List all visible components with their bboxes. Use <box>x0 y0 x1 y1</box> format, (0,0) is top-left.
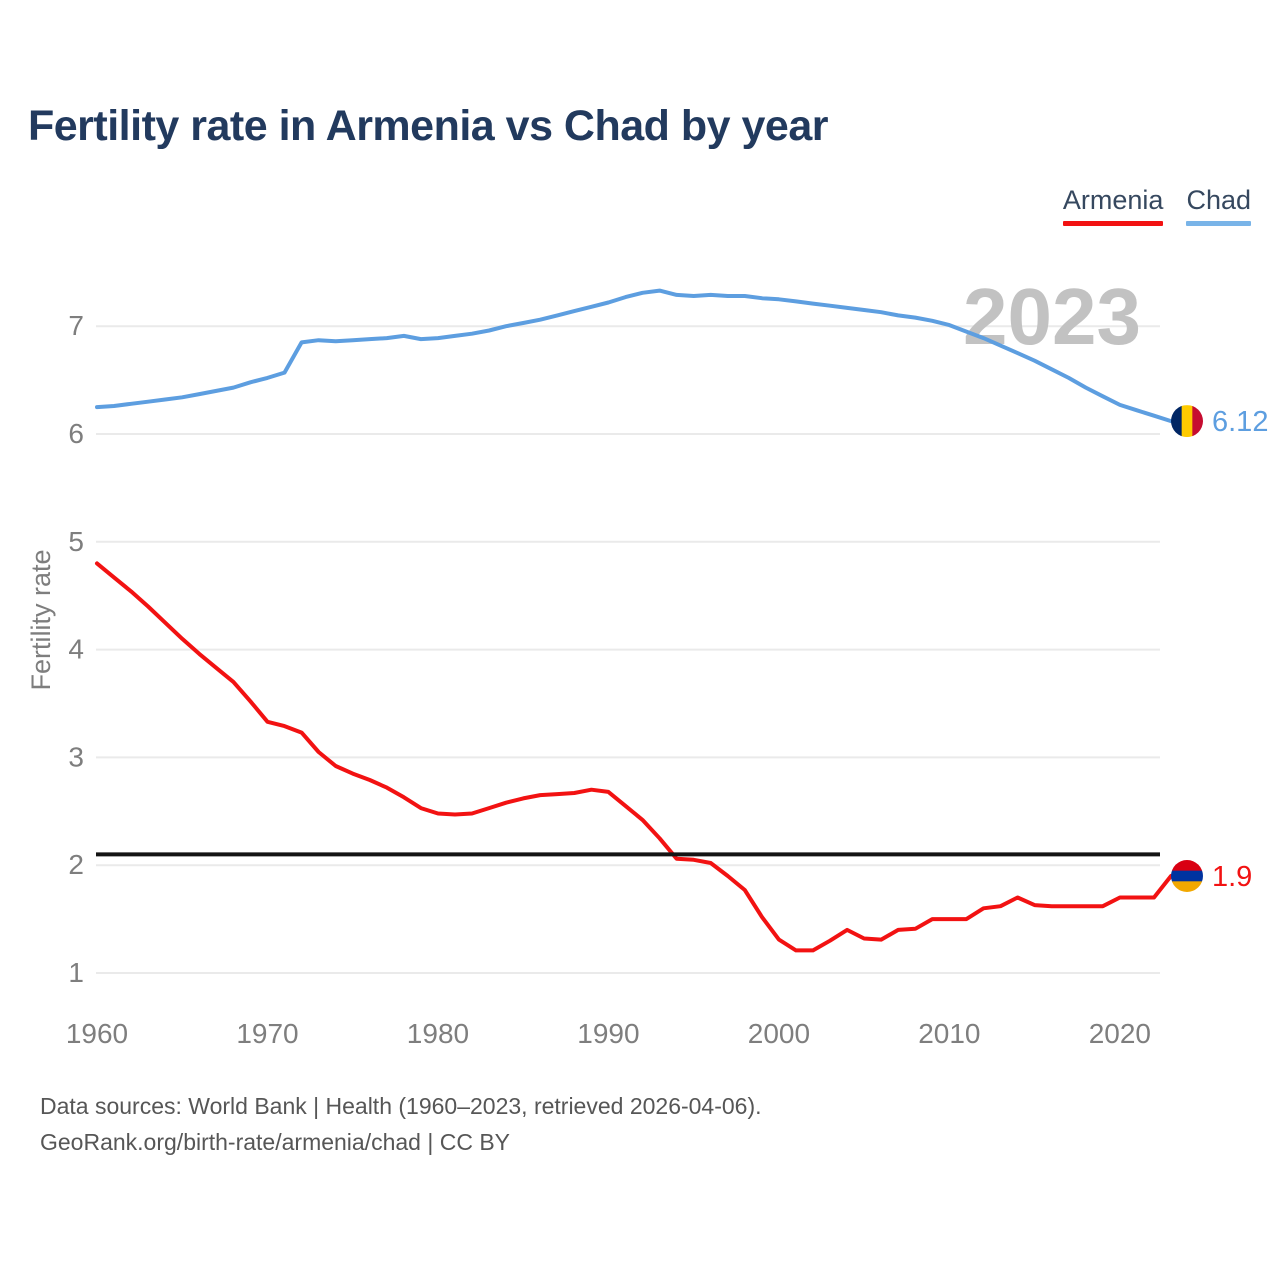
armenia-series-line[interactable] <box>95 561 1173 953</box>
legend-item-chad[interactable]: Chad <box>1186 185 1251 226</box>
gridlines: 1 2 3 4 5 6 7 <box>68 310 1160 988</box>
data-sources-text: Data sources: World Bank | Health (1960–… <box>40 1093 762 1119</box>
y-tick-2: 2 <box>68 849 84 880</box>
x-tick-1990: 1990 <box>577 1018 639 1049</box>
y-axis-label: Fertility rate <box>26 549 56 690</box>
y-tick-1: 1 <box>68 957 84 988</box>
legend-label-armenia: Armenia <box>1062 185 1164 215</box>
chad-end-value: 6.12 <box>1212 406 1268 438</box>
y-tick-7: 7 <box>68 310 84 341</box>
legend-underline-armenia <box>1062 220 1164 226</box>
y-tick-4: 4 <box>68 634 84 665</box>
x-tick-1970: 1970 <box>236 1018 298 1049</box>
y-tick-5: 5 <box>68 526 84 557</box>
year-watermark: 2023 <box>963 272 1141 361</box>
legend-label-chad: Chad <box>1186 185 1251 215</box>
chad-series-line[interactable] <box>95 288 1173 424</box>
x-tick-2000: 2000 <box>748 1018 810 1049</box>
chart-footer: Data sources: World Bank | Health (1960–… <box>40 1088 762 1160</box>
page-title: Fertility rate in Armenia vs Chad by yea… <box>28 102 829 150</box>
chad-flag-icon <box>1171 405 1203 438</box>
legend: Armenia Chad <box>1062 185 1251 226</box>
armenia-end-value: 1.9 <box>1212 861 1252 893</box>
armenia-flag-icon <box>1171 859 1203 892</box>
legend-item-armenia[interactable]: Armenia <box>1062 185 1164 226</box>
y-tick-6: 6 <box>68 418 84 449</box>
y-tick-3: 3 <box>68 741 84 772</box>
x-tick-1960: 1960 <box>66 1018 128 1049</box>
legend-underline-chad <box>1186 220 1251 226</box>
x-tick-2010: 2010 <box>918 1018 980 1049</box>
x-tick-2020: 2020 <box>1089 1018 1151 1049</box>
x-tick-1980: 1980 <box>407 1018 469 1049</box>
attribution-text: GeoRank.org/birth-rate/armenia/chad | CC… <box>40 1129 511 1155</box>
